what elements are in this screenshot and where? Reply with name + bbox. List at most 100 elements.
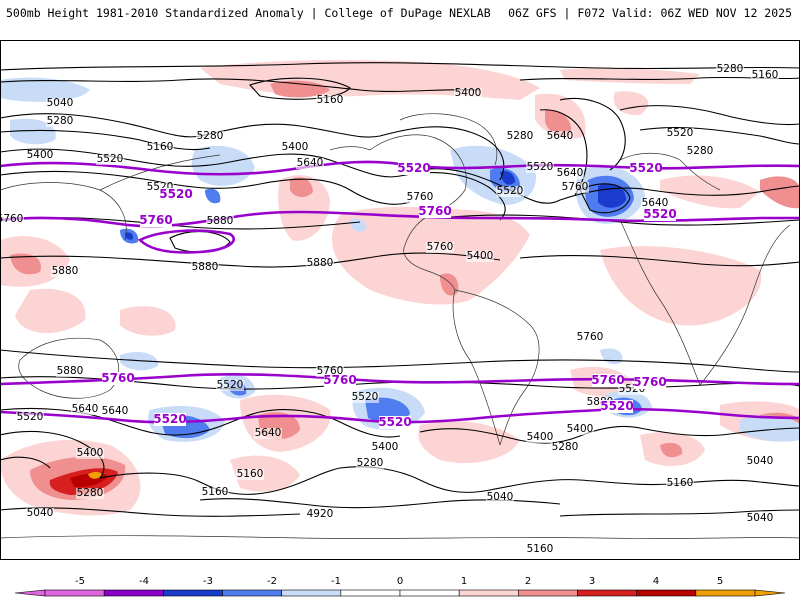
colorbar-segment: [103, 589, 164, 597]
colorbar-segment: [695, 589, 756, 597]
highlight-label-bg: [154, 413, 186, 426]
contour-label: 5280: [47, 115, 74, 127]
contour-label-bg: [454, 88, 482, 99]
contour-label-bg: [486, 492, 514, 503]
contour-label: 5880: [307, 257, 334, 269]
contour-label: 5280: [507, 130, 534, 142]
contour-label: 5880: [52, 265, 79, 277]
contour-label: 5640: [297, 157, 324, 169]
colorbar-tick-label: -1: [331, 576, 341, 587]
highlight-label-bg: [102, 372, 134, 385]
contour-label: 5520: [527, 161, 554, 173]
contour-label-bg: [236, 469, 264, 480]
highlight-label-bg: [324, 374, 356, 387]
contour-label: 5400: [372, 441, 399, 453]
contour-label-bg: [281, 142, 309, 153]
highlight-label-bg: [398, 162, 430, 175]
height-contours: [0, 62, 800, 517]
colorbar-max-arrow: [754, 589, 786, 597]
contour-label: 5880: [192, 261, 219, 273]
contour-label: 5880: [207, 215, 234, 227]
colorbar: -5 -4 -3 -2 -1 0 1 2 3 4 5: [14, 576, 786, 597]
header-bar: 500mb Height 1981-2010 Standardized Anom…: [0, 0, 800, 40]
contour-label-bg: [76, 488, 104, 499]
contour-label-bg: [526, 162, 554, 173]
contour-label: 5040: [747, 512, 774, 524]
contour-label: 5160: [317, 94, 344, 106]
colorbar-tick-label: 4: [653, 576, 659, 587]
contour-label: 5400: [455, 87, 482, 99]
contour-label-bg: [56, 366, 84, 377]
contour-label: 5160: [752, 69, 779, 81]
colorbar-segment: [458, 589, 519, 597]
contour-label: 5760: [577, 331, 604, 343]
contour-label-bg: [746, 456, 774, 467]
map-title: 500mb Height 1981-2010 Standardized Anom…: [6, 6, 491, 20]
highlight-label-bg: [592, 374, 624, 387]
contour-label-bg: [191, 262, 219, 273]
highlight-label-bg: [419, 205, 451, 218]
contour-label-bg: [526, 544, 554, 555]
colorbar-segment: [163, 589, 223, 597]
contour-label-bg: [426, 242, 454, 253]
contour-label-bg: [751, 70, 779, 81]
contour-label-bg: [356, 458, 384, 469]
contour-label-bg: [96, 154, 124, 165]
contour-label: 5760: [427, 241, 454, 253]
contour-label: 5520: [97, 153, 124, 165]
contour-label: 5760: [562, 181, 589, 193]
colorbar-tick-label: 5: [717, 576, 723, 587]
colorbar-segments: [14, 589, 786, 597]
highlight-label-bg: [160, 188, 192, 201]
contour-label: 5640: [547, 130, 574, 142]
highlight-label-bg: [601, 400, 633, 413]
contour-label-bg: [206, 216, 234, 227]
contour-label: 5160: [667, 477, 694, 489]
highlight-contour-label: 5520: [159, 187, 192, 201]
contour-label: 5400: [527, 431, 554, 443]
contour-label-bg: [576, 332, 604, 343]
contour-label-bg: [306, 258, 334, 269]
contour-label: 5040: [747, 455, 774, 467]
contour-label-bg: [716, 64, 744, 75]
contour-label-bg: [0, 214, 24, 225]
highlight-contour-label: 5520: [153, 412, 186, 426]
contour-label-bg: [618, 384, 646, 395]
contour-label: 5280: [687, 145, 714, 157]
contour-label-bg: [546, 131, 574, 142]
contour-label: 5400: [282, 141, 309, 153]
contour-label-bg: [16, 412, 44, 423]
contour-label: 5640: [557, 167, 584, 179]
contour-label: 5280: [357, 457, 384, 469]
contour-label-bg: [371, 442, 399, 453]
colorbar-segment: [577, 589, 637, 597]
contour-label: 5400: [567, 423, 594, 435]
contour-label: 5280: [197, 130, 224, 142]
contour-label-bg: [466, 251, 494, 262]
contour-label: 5520: [217, 379, 244, 391]
contour-label-bg: [351, 392, 379, 403]
contour-label-bg: [46, 98, 74, 109]
contour-label-bg: [506, 131, 534, 142]
colorbar-segment: [399, 589, 460, 597]
contour-label: 5520: [17, 411, 44, 423]
contour-label: 5640: [255, 427, 282, 439]
contour-label-bg: [146, 142, 174, 153]
contour-label: 5040: [47, 97, 74, 109]
contour-label-bg: [566, 424, 594, 435]
contour-label-bg: [641, 198, 669, 209]
highlight-contour-label: 5520: [378, 415, 411, 429]
highlight-contour-label: 5760: [591, 373, 624, 387]
contour-label: 5760: [0, 213, 23, 225]
contour-label-bg: [51, 266, 79, 277]
contour-label-bg: [406, 192, 434, 203]
highlight-label-bg: [379, 416, 411, 429]
colorbar-segment: [281, 589, 342, 597]
colorbar-segment: [44, 589, 105, 597]
contour-label-bg: [306, 509, 334, 520]
contour-label-bg: [216, 380, 244, 391]
highlight-contour-label: 5760: [139, 213, 172, 227]
contour-label: 5040: [487, 491, 514, 503]
colorbar-segment: [518, 589, 578, 597]
contour-label-bg: [556, 168, 584, 179]
